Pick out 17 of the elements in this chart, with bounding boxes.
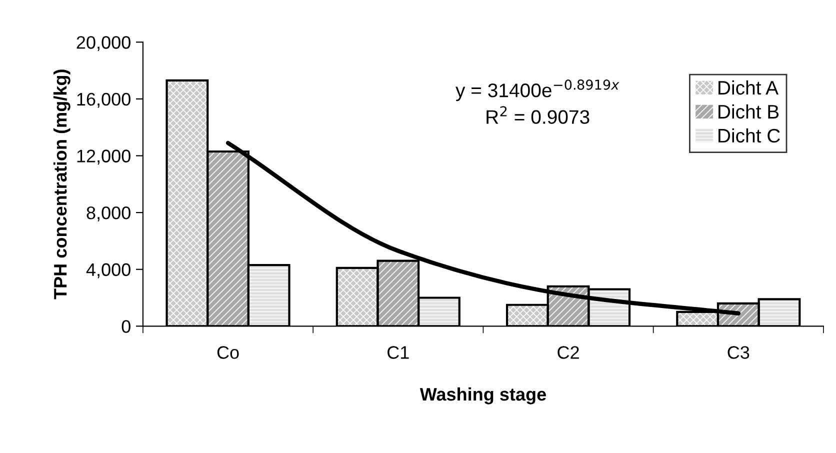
y-axis-title: TPH concentration (mg/kg) — [53, 70, 70, 300]
x-tick-label: C1 — [388, 346, 409, 359]
annotation: y = 31400e$^{−0.8919x}$ — [456, 80, 620, 102]
legend-label: Dicht C — [718, 128, 780, 143]
legend-label: Dicht B — [718, 104, 779, 119]
y-tick-label: 20,000 — [76, 36, 130, 51]
y-tick-label: 8,000 — [86, 206, 130, 222]
y-tick-label: 16,000 — [77, 92, 130, 108]
x-tick-label: Co — [217, 346, 239, 359]
y-tick-label: 0 — [122, 320, 130, 333]
y-tick-label: 4,000 — [86, 263, 130, 278]
x-tick-label: C3 — [728, 346, 750, 359]
x-axis-title: Washing stage — [420, 387, 546, 404]
x-tick-label: C2 — [558, 346, 579, 359]
y-tick-label: 12,000 — [77, 150, 130, 165]
legend-label: Dicht A — [718, 80, 779, 95]
annotation: R$^{2}$ = 0.9073 — [486, 106, 590, 124]
